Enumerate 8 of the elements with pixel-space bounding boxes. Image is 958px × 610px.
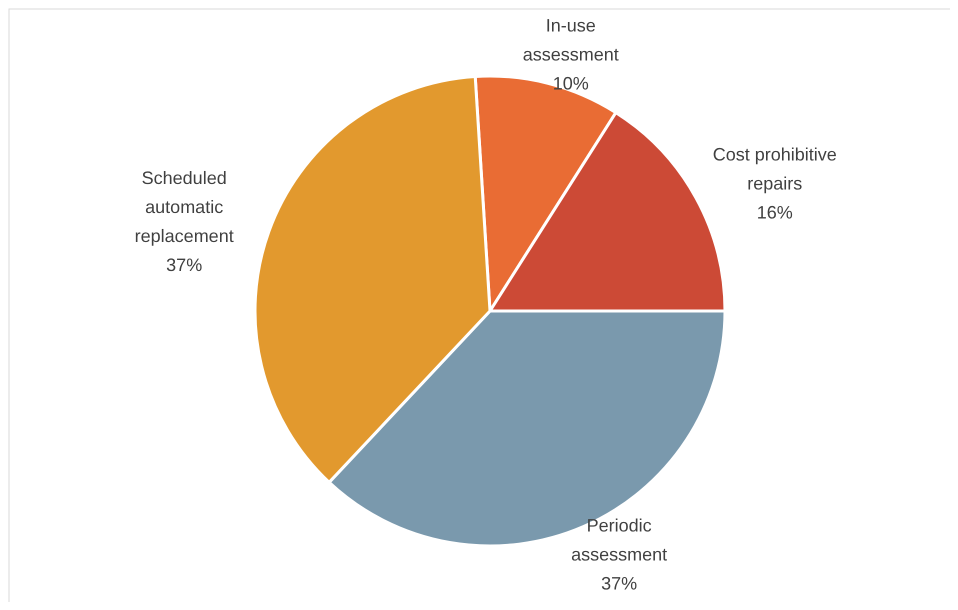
- data-label: 16%: [756, 202, 793, 223]
- slice-label: In-use assessment: [522, 16, 619, 65]
- slice-label: Cost prohibitive repairs: [712, 144, 837, 194]
- data-label: 10%: [552, 74, 589, 94]
- slice-label: Scheduled automatic replacement: [134, 168, 234, 246]
- data-label: 37%: [166, 255, 202, 276]
- data-label: 37%: [601, 573, 638, 594]
- slice-label: Periodic assessment: [571, 515, 668, 564]
